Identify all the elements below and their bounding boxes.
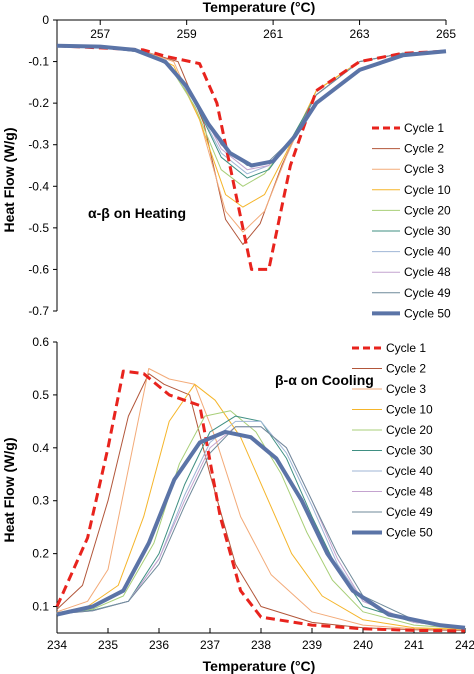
legend-label: Cycle 1	[386, 341, 426, 355]
series-line-cycle-49	[56, 45, 447, 166]
y-tick-label: -0.7	[28, 304, 49, 318]
legend-label: Cycle 49	[386, 505, 433, 519]
series-line-cycle-30	[56, 415, 466, 629]
y-tick-label: -0.4	[28, 179, 49, 193]
legend-label: Cycle 3	[386, 382, 426, 396]
y-tick-label: 0.3	[32, 494, 49, 508]
series-line-cycle-50	[56, 43, 447, 168]
cooling-chart: 234 235 236 237 238 239 240 241 242 0.6 0.5 0.4 0.3 0…	[32, 335, 474, 652]
series-line-cycle-40	[56, 45, 447, 175]
y-tick-label: 0	[42, 13, 49, 27]
x-tick-label: 259	[177, 27, 197, 41]
top-annotation: α-β on Heating	[88, 205, 186, 221]
bottom-x-axis-title: Temperature (°C)	[203, 658, 316, 674]
series-line-cycle-10	[56, 383, 466, 630]
legend-label: Cycle 48	[404, 265, 451, 279]
y-tick-label: -0.1	[28, 55, 49, 69]
legend-label: Cycle 20	[404, 203, 451, 217]
series-line-cycle-48	[56, 45, 447, 171]
series-line-cycle-1	[55, 369, 466, 633]
x-tick-label: 265	[436, 27, 456, 41]
legend-label: Cycle 10	[386, 403, 433, 417]
x-tick-label: 261	[263, 27, 283, 41]
y-tick-label: 0.6	[32, 335, 49, 349]
y-tick-label: 0.4	[32, 441, 49, 455]
legend-label: Cycle 2	[404, 142, 444, 156]
x-tick-label: 257	[90, 27, 110, 41]
x-tick-label: 235	[98, 638, 118, 652]
legend-label: Cycle 48	[386, 485, 433, 499]
y-tick-label: -0.2	[28, 96, 49, 110]
series-line-cycle-10	[56, 45, 447, 208]
top-x-axis-title: Temperature (°C)	[203, 0, 316, 15]
x-tick-label: 237	[200, 638, 220, 652]
series-line-cycle-49	[56, 426, 466, 629]
legend-label: Cycle 40	[404, 245, 451, 259]
y-tick-label: -0.6	[28, 262, 49, 276]
legend-label: Cycle 1	[404, 121, 444, 135]
top-y-axis-title: Heat Flow (W/g)	[1, 128, 17, 233]
legend-label: Cycle 20	[386, 423, 433, 437]
legend-label: Cycle 3	[404, 162, 444, 176]
legend-label: Cycle 50	[386, 526, 433, 540]
legend-label: Cycle 10	[404, 183, 451, 197]
legend-label: Cycle 30	[386, 444, 433, 458]
x-tick-label: 238	[251, 638, 271, 652]
y-tick-label: 0.2	[32, 547, 49, 561]
x-tick-label: 239	[302, 638, 322, 652]
heating-chart: 257 259 261 263 265 0 -0.1 -0.2 -0.3 -0.4 -0.5 -0.6…	[28, 13, 456, 320]
legend-label: Cycle 2	[386, 362, 426, 376]
series-line-cycle-3	[56, 368, 466, 631]
x-tick-label: 263	[350, 27, 370, 41]
bottom-annotation: β-α on Cooling	[275, 372, 374, 388]
x-tick-label: 236	[149, 638, 169, 652]
legend-label: Cycle 30	[404, 224, 451, 238]
bottom-y-axis-title: Heat Flow (W/g)	[1, 438, 17, 543]
y-tick-label: -0.3	[28, 138, 49, 152]
y-tick-label: 0.1	[32, 600, 49, 614]
legend-label: Cycle 49	[404, 286, 451, 300]
y-tick-label: -0.5	[28, 221, 49, 235]
series-line-cycle-1	[56, 44, 447, 271]
x-tick-label: 242	[455, 638, 474, 652]
legend-label: Cycle 50	[404, 306, 451, 320]
series-line-cycle-50	[56, 429, 466, 630]
y-tick-label: 0.5	[32, 388, 49, 402]
legend-label: Cycle 40	[386, 464, 433, 478]
x-tick-label: 240	[353, 638, 373, 652]
x-tick-label: 241	[404, 638, 424, 652]
series-line-cycle-30	[56, 45, 447, 179]
x-tick-label: 234	[47, 638, 67, 652]
